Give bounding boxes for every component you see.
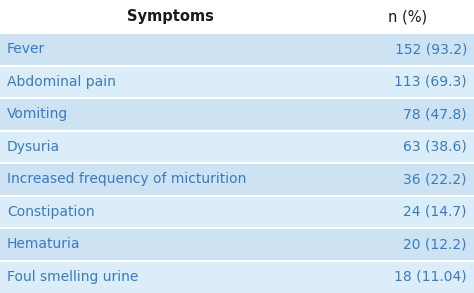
Text: 113 (69.3): 113 (69.3): [394, 75, 467, 89]
Text: Hematuria: Hematuria: [7, 237, 81, 251]
Text: Foul smelling urine: Foul smelling urine: [7, 270, 138, 284]
Text: 20 (12.2): 20 (12.2): [403, 237, 467, 251]
Text: 78 (47.8): 78 (47.8): [403, 107, 467, 121]
Bar: [0, 260, 474, 293]
Bar: [0, 98, 474, 130]
Bar: [0, 130, 474, 163]
Bar: [0, 228, 474, 260]
Text: Fever: Fever: [7, 42, 46, 56]
Text: 18 (11.04): 18 (11.04): [394, 270, 467, 284]
Text: Abdominal pain: Abdominal pain: [7, 75, 116, 89]
Text: 24 (14.7): 24 (14.7): [403, 205, 467, 219]
Text: Symptoms: Symptoms: [127, 9, 214, 24]
Text: Vomiting: Vomiting: [7, 107, 68, 121]
Bar: [0, 163, 474, 195]
Text: Constipation: Constipation: [7, 205, 95, 219]
Text: 152 (93.2): 152 (93.2): [394, 42, 467, 56]
Text: 36 (22.2): 36 (22.2): [403, 172, 467, 186]
Text: n (%): n (%): [388, 9, 427, 24]
Text: Dysuria: Dysuria: [7, 140, 60, 154]
Bar: [0, 33, 474, 66]
Text: Increased frequency of micturition: Increased frequency of micturition: [7, 172, 246, 186]
Text: 63 (38.6): 63 (38.6): [403, 140, 467, 154]
Bar: [0, 0, 474, 33]
Bar: [0, 66, 474, 98]
Bar: [0, 195, 474, 228]
